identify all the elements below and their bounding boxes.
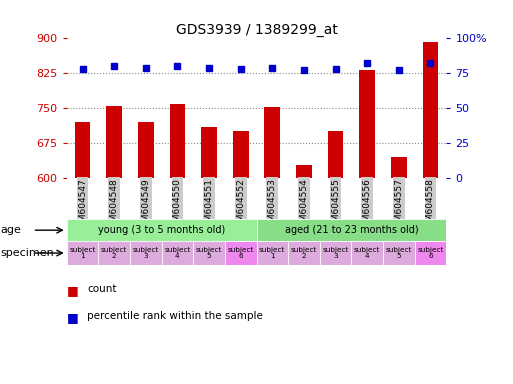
Text: young (3 to 5 months old): young (3 to 5 months old) bbox=[98, 225, 225, 235]
Text: count: count bbox=[87, 284, 117, 294]
Bar bbox=[225, 241, 256, 265]
Text: GSM604554: GSM604554 bbox=[300, 178, 308, 233]
Bar bbox=[296, 164, 312, 177]
Bar bbox=[74, 122, 90, 177]
Bar bbox=[233, 131, 249, 177]
Bar bbox=[264, 107, 280, 177]
Text: GSM604555: GSM604555 bbox=[331, 178, 340, 233]
Title: GDS3939 / 1389299_at: GDS3939 / 1389299_at bbox=[175, 23, 338, 37]
Text: subject
4: subject 4 bbox=[164, 247, 191, 259]
Bar bbox=[359, 70, 375, 177]
Text: subject
3: subject 3 bbox=[322, 247, 349, 259]
Text: ■: ■ bbox=[67, 284, 78, 297]
Text: subject
1: subject 1 bbox=[259, 247, 286, 259]
Bar bbox=[328, 131, 344, 177]
Text: subject
2: subject 2 bbox=[101, 247, 127, 259]
Text: GSM604549: GSM604549 bbox=[141, 178, 150, 233]
Bar bbox=[138, 122, 154, 177]
Text: GSM604553: GSM604553 bbox=[268, 178, 277, 233]
Bar bbox=[320, 241, 351, 265]
Bar bbox=[106, 106, 122, 177]
Bar bbox=[288, 241, 320, 265]
Bar bbox=[162, 241, 193, 265]
Text: GSM604551: GSM604551 bbox=[205, 178, 213, 233]
Text: subject
5: subject 5 bbox=[196, 247, 222, 259]
Bar bbox=[351, 241, 383, 265]
Text: age: age bbox=[1, 225, 22, 235]
Bar bbox=[256, 241, 288, 265]
Text: specimen: specimen bbox=[1, 248, 54, 258]
Text: ■: ■ bbox=[67, 311, 78, 324]
Text: subject
6: subject 6 bbox=[227, 247, 254, 259]
Bar bbox=[98, 241, 130, 265]
Bar bbox=[383, 241, 415, 265]
Bar bbox=[423, 41, 439, 177]
Text: aged (21 to 23 months old): aged (21 to 23 months old) bbox=[285, 225, 418, 235]
Text: subject
6: subject 6 bbox=[417, 247, 444, 259]
Text: subject
4: subject 4 bbox=[354, 247, 381, 259]
Bar bbox=[169, 104, 185, 177]
Text: GSM604550: GSM604550 bbox=[173, 178, 182, 233]
Text: subject
2: subject 2 bbox=[291, 247, 317, 259]
Bar bbox=[193, 241, 225, 265]
Bar bbox=[67, 241, 98, 265]
Text: GSM604548: GSM604548 bbox=[110, 178, 119, 233]
Bar bbox=[201, 127, 217, 177]
Text: percentile rank within the sample: percentile rank within the sample bbox=[87, 311, 263, 321]
Text: subject
3: subject 3 bbox=[132, 247, 159, 259]
Text: subject
1: subject 1 bbox=[69, 247, 96, 259]
Text: subject
5: subject 5 bbox=[386, 247, 412, 259]
Bar bbox=[256, 219, 446, 241]
Text: GSM604547: GSM604547 bbox=[78, 178, 87, 233]
Bar bbox=[130, 241, 162, 265]
Bar bbox=[391, 157, 407, 177]
Bar bbox=[67, 219, 256, 241]
Text: GSM604557: GSM604557 bbox=[394, 178, 403, 233]
Text: GSM604552: GSM604552 bbox=[236, 178, 245, 233]
Text: GSM604558: GSM604558 bbox=[426, 178, 435, 233]
Bar bbox=[415, 241, 446, 265]
Text: GSM604556: GSM604556 bbox=[363, 178, 372, 233]
